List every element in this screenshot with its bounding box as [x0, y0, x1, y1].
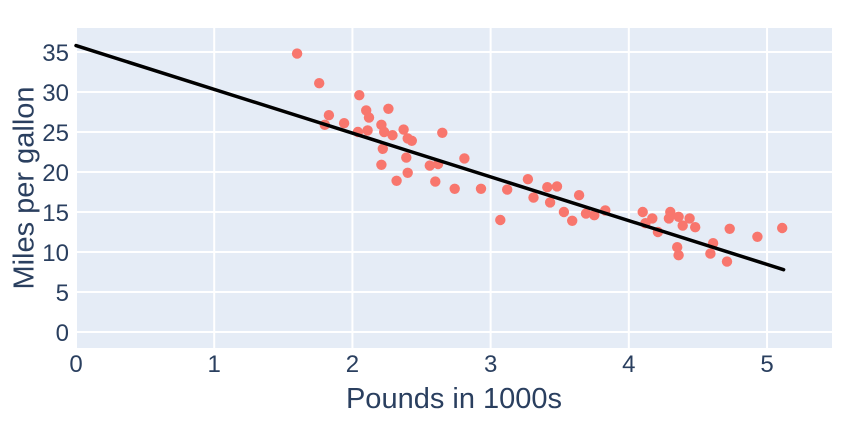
y-tick-label: 10: [42, 240, 69, 267]
data-point: [558, 206, 570, 218]
data-point: [398, 124, 409, 135]
data-point: [542, 182, 553, 193]
data-point: [391, 175, 402, 186]
data-point: [459, 153, 470, 164]
y-tick-label: 35: [42, 40, 69, 67]
data-point: [387, 130, 398, 141]
data-point: [684, 213, 695, 224]
data-point: [430, 176, 441, 187]
data-point: [690, 222, 701, 233]
data-point: [383, 103, 394, 115]
data-point: [354, 90, 365, 101]
data-point: [377, 143, 388, 154]
data-point: [677, 220, 688, 231]
y-tick-label: 15: [42, 200, 69, 227]
data-point: [475, 183, 487, 194]
data-point: [637, 206, 648, 218]
data-point: [401, 152, 412, 163]
data-point: [544, 197, 556, 208]
data-point: [673, 211, 684, 222]
y-tick-label: 25: [42, 120, 69, 147]
x-tick-label: 3: [484, 351, 497, 378]
data-point: [402, 167, 413, 178]
data-point: [522, 174, 534, 185]
y-tick-label: 5: [56, 280, 69, 307]
data-point: [495, 214, 506, 226]
data-point: [777, 222, 788, 234]
x-tick-label: 2: [346, 351, 359, 378]
data-point: [580, 208, 592, 219]
data-point: [752, 231, 763, 242]
y-tick-label: 30: [42, 80, 69, 107]
data-point: [705, 248, 716, 259]
data-point: [673, 250, 684, 261]
data-point: [376, 159, 387, 170]
trendline: [74, 43, 786, 272]
x-tick-label: 4: [622, 351, 635, 378]
x-tick-label: 1: [208, 351, 221, 378]
data-point: [573, 190, 585, 201]
data-point: [323, 110, 335, 121]
x-tick-label: 0: [69, 351, 82, 378]
data-point: [291, 48, 303, 59]
data-point: [589, 210, 600, 221]
data-point: [672, 242, 683, 253]
data-point: [665, 206, 676, 218]
data-point: [406, 135, 417, 146]
data-point: [338, 118, 350, 129]
data-point: [314, 78, 325, 89]
data-point: [647, 213, 658, 224]
y-tick-label: 20: [42, 160, 69, 187]
data-point: [502, 184, 513, 195]
data-point: [551, 181, 563, 192]
x-tick-label: 5: [760, 351, 773, 378]
data-point: [379, 126, 390, 138]
data-point: [363, 112, 375, 123]
data-point: [528, 192, 539, 203]
y-tick-label: 0: [56, 320, 69, 347]
data-point: [724, 223, 735, 234]
data-point: [437, 127, 448, 138]
data-point: [721, 256, 733, 267]
data-point: [424, 160, 435, 171]
data-point: [449, 183, 460, 194]
data-point: [567, 215, 578, 226]
data-point: [362, 125, 373, 136]
